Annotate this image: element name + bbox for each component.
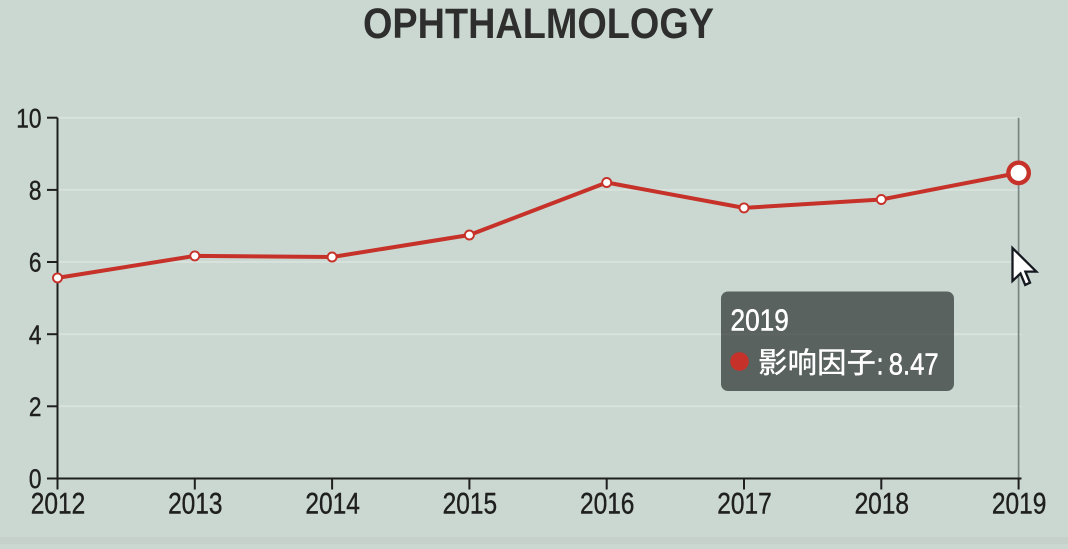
svg-text:: 8.47: : 8.47 xyxy=(877,347,939,381)
svg-text:4: 4 xyxy=(29,320,42,350)
svg-text:6: 6 xyxy=(29,248,42,278)
svg-text:2019: 2019 xyxy=(731,304,789,338)
svg-text:2: 2 xyxy=(29,392,42,422)
svg-text:OPHTHALMOLOGY: OPHTHALMOLOGY xyxy=(363,0,714,48)
svg-text:2012: 2012 xyxy=(31,486,85,520)
svg-text:10: 10 xyxy=(16,103,41,133)
svg-text:8: 8 xyxy=(29,176,42,206)
svg-text:2015: 2015 xyxy=(443,486,497,520)
svg-text:2013: 2013 xyxy=(168,486,222,520)
svg-text:2017: 2017 xyxy=(717,486,771,520)
svg-text:2018: 2018 xyxy=(855,486,909,520)
svg-text:2016: 2016 xyxy=(580,486,634,520)
svg-text:2019: 2019 xyxy=(992,486,1046,520)
svg-text:2014: 2014 xyxy=(305,486,359,520)
svg-text:0: 0 xyxy=(29,464,42,494)
